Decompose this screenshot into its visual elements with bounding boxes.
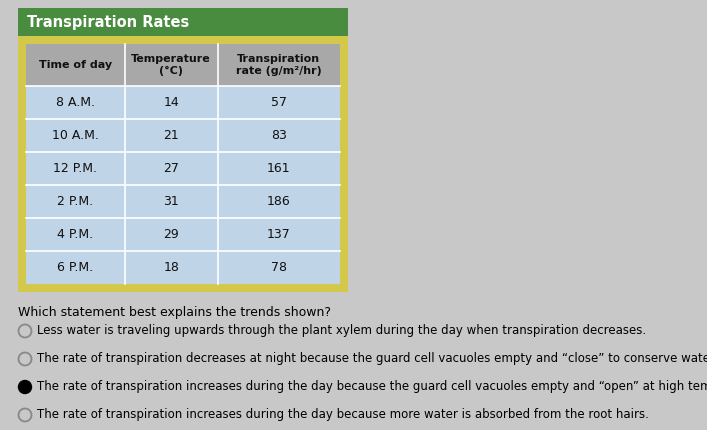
FancyBboxPatch shape — [18, 8, 348, 36]
Text: 57: 57 — [271, 96, 287, 109]
FancyBboxPatch shape — [26, 119, 340, 152]
Circle shape — [20, 326, 30, 337]
FancyBboxPatch shape — [26, 251, 340, 284]
FancyBboxPatch shape — [26, 218, 340, 251]
Text: 83: 83 — [271, 129, 287, 142]
FancyBboxPatch shape — [18, 36, 348, 292]
Text: The rate of transpiration increases during the day because more water is absorbe: The rate of transpiration increases duri… — [37, 408, 649, 421]
Text: 14: 14 — [163, 96, 179, 109]
Text: 10 A.M.: 10 A.M. — [52, 129, 99, 142]
Text: 4 P.M.: 4 P.M. — [57, 228, 93, 241]
Text: Transpiration Rates: Transpiration Rates — [27, 15, 189, 30]
Text: 137: 137 — [267, 228, 291, 241]
Text: Transpiration
rate (g/m²/hr): Transpiration rate (g/m²/hr) — [236, 54, 322, 76]
FancyBboxPatch shape — [26, 152, 340, 185]
Text: 161: 161 — [267, 162, 291, 175]
Text: 27: 27 — [163, 162, 179, 175]
Text: 21: 21 — [163, 129, 179, 142]
Text: The rate of transpiration increases during the day because the guard cell vacuol: The rate of transpiration increases duri… — [37, 380, 707, 393]
Text: 186: 186 — [267, 195, 291, 208]
Text: 78: 78 — [271, 261, 287, 274]
FancyBboxPatch shape — [26, 44, 340, 86]
Text: 18: 18 — [163, 261, 179, 274]
Text: 12 P.M.: 12 P.M. — [54, 162, 98, 175]
Text: 29: 29 — [163, 228, 179, 241]
Circle shape — [18, 381, 32, 393]
Circle shape — [20, 409, 30, 421]
Text: 31: 31 — [163, 195, 179, 208]
Text: The rate of transpiration decreases at night because the guard cell vacuoles emp: The rate of transpiration decreases at n… — [37, 352, 707, 365]
FancyBboxPatch shape — [26, 86, 340, 119]
Text: 6 P.M.: 6 P.M. — [57, 261, 93, 274]
Text: 2 P.M.: 2 P.M. — [57, 195, 93, 208]
Text: Less water is traveling upwards through the plant xylem during the day when tran: Less water is traveling upwards through … — [37, 324, 646, 337]
Text: Which statement best explains the trends shown?: Which statement best explains the trends… — [18, 306, 331, 319]
Circle shape — [20, 353, 30, 365]
FancyBboxPatch shape — [26, 185, 340, 218]
Text: Time of day: Time of day — [39, 60, 112, 70]
Text: 8 A.M.: 8 A.M. — [56, 96, 95, 109]
Text: Temperature
(°C): Temperature (°C) — [132, 54, 211, 76]
